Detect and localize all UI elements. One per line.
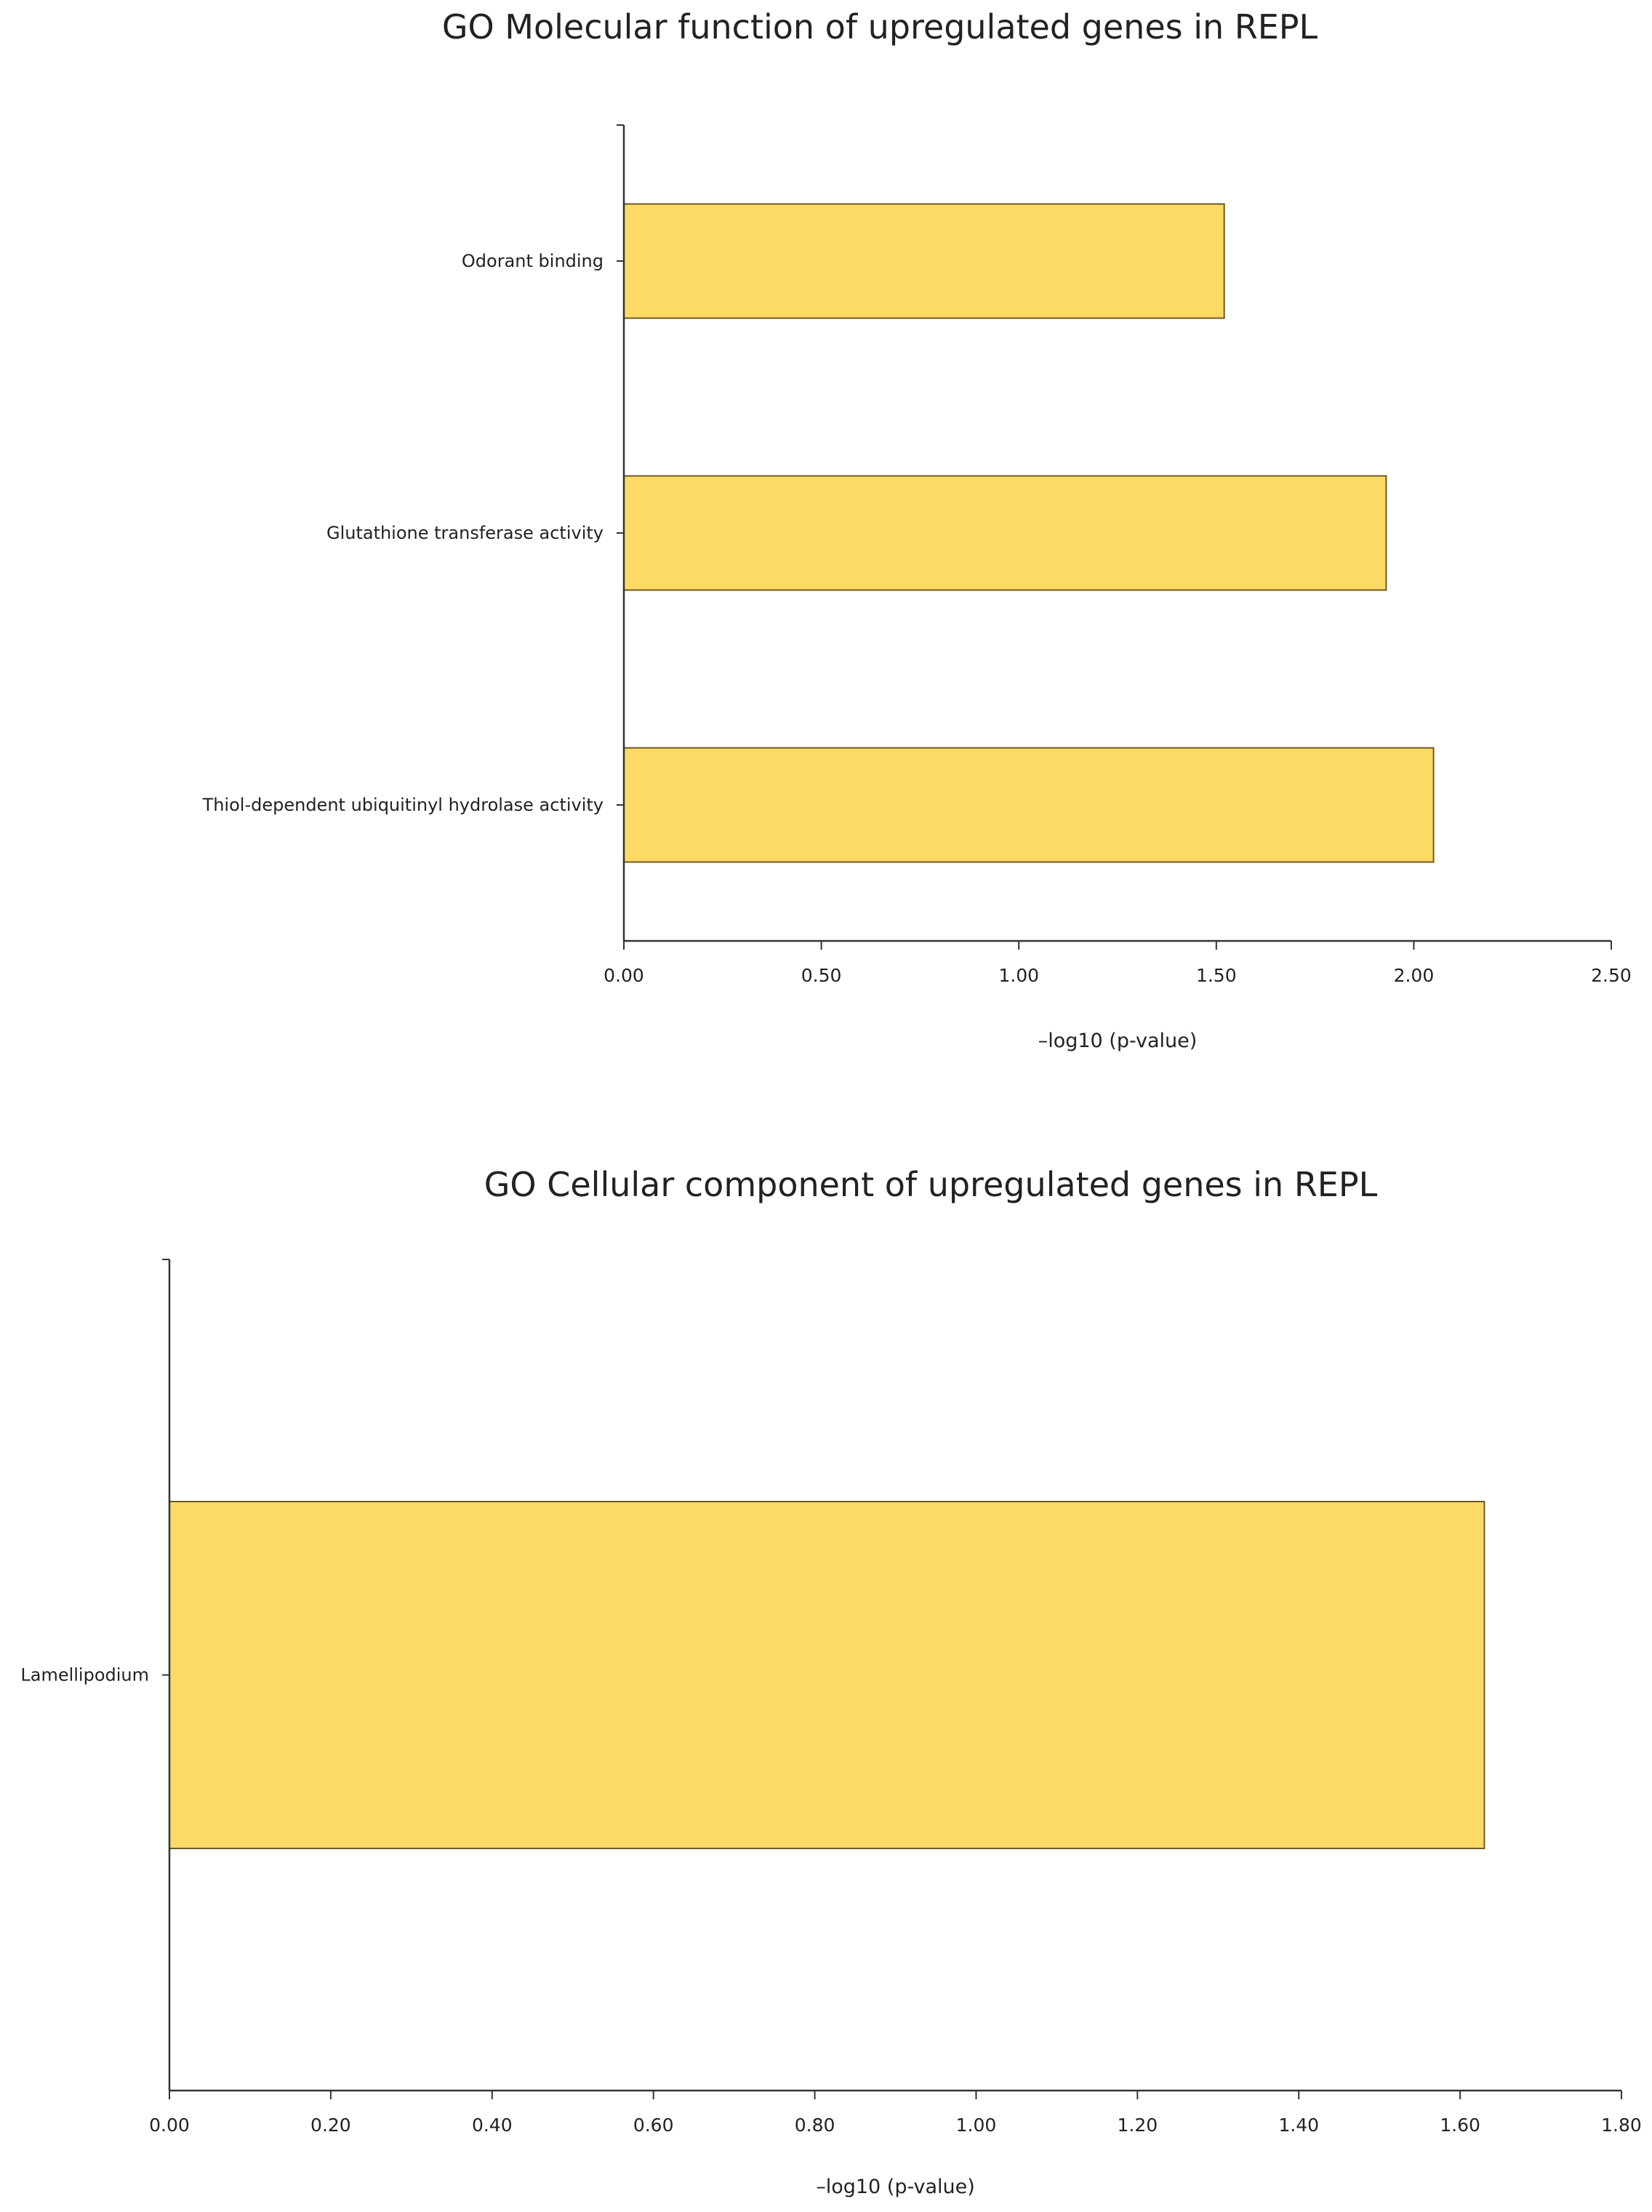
category-label-lamellipodium: Lamellipodium [20, 1665, 149, 1686]
category-label-thiol-dependent-ubiquitinyl-hydrolase-activity: Thiol-dependent ubiquitinyl hydrolase ac… [202, 795, 604, 815]
bar-glutathione-transferase-activity [623, 475, 1387, 591]
bar-odorant-binding [623, 203, 1225, 319]
x-tick-label: 0.60 [633, 2115, 674, 2136]
x-tick-label: 0.20 [310, 2115, 351, 2136]
chart-title-molecular-function: GO Molecular function of upregulated gen… [441, 7, 1318, 47]
bar-lamellipodium [169, 1501, 1485, 1849]
category-label-odorant-binding: Odorant binding [462, 251, 604, 271]
x-tick-label: 1.60 [1440, 2115, 1480, 2136]
x-tick-label: 2.00 [1394, 965, 1435, 986]
x-tick-label: 0.00 [604, 965, 644, 986]
chart-title-cellular-component: GO Cellular component of upregulated gen… [484, 1165, 1378, 1204]
x-tick-label: 0.40 [472, 2115, 513, 2136]
chart-cellular-component: Lamellipodium 0.00 0.20 0.40 0.60 0.80 1.00 1.2… [20, 1259, 1642, 2198]
x-tick-label: 0.50 [801, 965, 842, 986]
category-label-glutathione-transferase-activity: Glutathione transferase activity [326, 523, 604, 543]
x-tick-label: 0.00 [149, 2115, 190, 2136]
x-tick-label: 1.20 [1117, 2115, 1158, 2136]
x-tick-label: 0.80 [795, 2115, 835, 2136]
x-tick-label: 1.00 [956, 2115, 997, 2136]
x-tick-label: 1.00 [998, 965, 1039, 986]
x-tick-label: 1.50 [1196, 965, 1237, 986]
bar-thiol-dependent-ubiquitinyl-hydrolase-activity [623, 747, 1435, 863]
x-tick-label: 2.50 [1591, 965, 1632, 986]
x-axis-title: –log10 (p-value) [816, 2176, 975, 2198]
x-axis-title: –log10 (p-value) [1038, 1030, 1198, 1052]
chart-molecular-function: Odorant binding Glutathione transferase a… [202, 124, 1632, 1052]
x-tick-label: 1.40 [1278, 2115, 1319, 2136]
x-tick-label: 1.80 [1601, 2115, 1642, 2136]
